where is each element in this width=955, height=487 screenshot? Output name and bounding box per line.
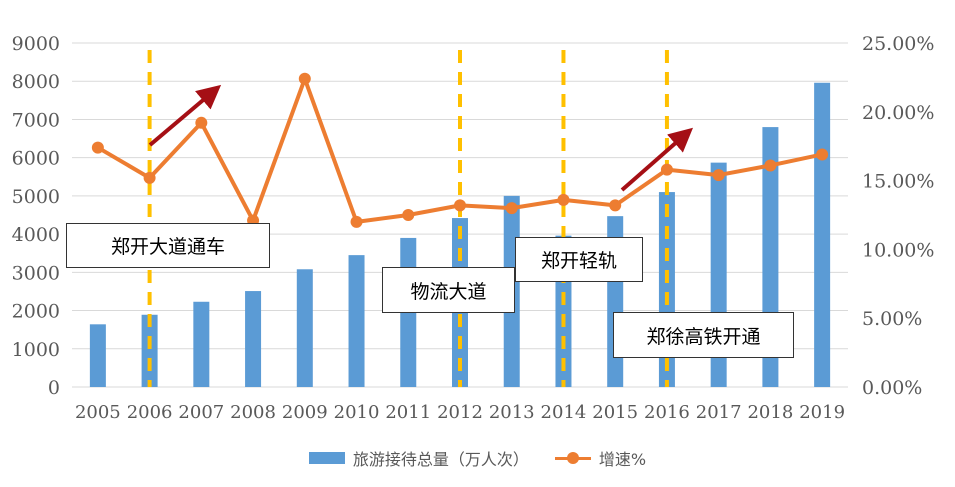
line-series bbox=[91, 72, 829, 228]
y-left-tick-label: 0 bbox=[48, 377, 60, 399]
milestone-lines bbox=[147, 50, 669, 387]
x-tick-label: 2019 bbox=[799, 402, 845, 423]
x-tick-label: 2013 bbox=[489, 402, 535, 423]
x-tick-label: 2009 bbox=[282, 402, 328, 423]
legend-item-bar: 旅游接待总量（万人次） bbox=[308, 446, 529, 470]
x-tick-label: 2008 bbox=[230, 402, 276, 423]
x-tick-label: 2017 bbox=[696, 402, 742, 423]
growth-point bbox=[454, 199, 466, 212]
trend-arrows bbox=[148, 84, 694, 192]
y-right-tick-label: 20.00% bbox=[862, 102, 934, 124]
x-tick-label: 2015 bbox=[592, 402, 638, 423]
milestone-label-2012: 物流大道 bbox=[382, 267, 515, 313]
growth-point bbox=[816, 148, 829, 161]
y-left-tick-label: 5000 bbox=[12, 186, 60, 208]
x-tick-label: 2012 bbox=[437, 402, 483, 423]
y-right-tick-label: 15.00% bbox=[862, 171, 934, 193]
legend-item-line: 增速% bbox=[554, 446, 647, 470]
legend-swatch-line bbox=[554, 451, 591, 465]
y-left-tick-label: 6000 bbox=[12, 148, 60, 170]
trend-arrow bbox=[148, 84, 222, 147]
x-tick-label: 2016 bbox=[644, 402, 690, 423]
x-tick-label: 2014 bbox=[541, 402, 587, 423]
legend: 旅游接待总量（万人次） 增速% bbox=[0, 446, 955, 470]
milestone-label-2014: 郑开轻轨 bbox=[515, 237, 643, 282]
bar bbox=[296, 269, 313, 387]
y-right-tick-label: 10.00% bbox=[862, 239, 934, 261]
x-tick-label: 2006 bbox=[127, 402, 173, 423]
trend-arrow bbox=[620, 127, 694, 192]
x-tick-label: 2005 bbox=[75, 402, 121, 423]
growth-point bbox=[557, 193, 570, 206]
growth-point bbox=[712, 169, 725, 182]
x-tick-label: 2007 bbox=[178, 402, 224, 423]
growth-point bbox=[764, 159, 777, 172]
growth-point bbox=[298, 72, 311, 85]
growth-point bbox=[402, 209, 415, 221]
growth-point bbox=[660, 163, 673, 176]
bar bbox=[89, 324, 106, 387]
y-left-tick-label: 8000 bbox=[12, 71, 60, 93]
legend-label-line: 增速% bbox=[598, 450, 647, 469]
bar bbox=[193, 301, 210, 387]
x-tick-label: 2011 bbox=[385, 402, 431, 423]
y-right-tick-labels: 0.00% 5.00% 10.00% 15.00% 20.00% 25.00% bbox=[862, 33, 934, 399]
growth-point bbox=[143, 171, 156, 184]
x-tick-label: 2010 bbox=[334, 402, 380, 423]
milestone-label-2016: 郑徐高铁开通 bbox=[613, 312, 794, 358]
y-left-tick-label: 1000 bbox=[12, 339, 60, 361]
y-left-tick-label: 9000 bbox=[12, 33, 60, 55]
growth-point bbox=[91, 141, 104, 154]
y-right-tick-label: 0.00% bbox=[862, 377, 922, 399]
legend-swatch-bar bbox=[308, 452, 345, 464]
growth-point bbox=[505, 202, 518, 215]
bar bbox=[245, 291, 262, 387]
y-right-tick-label: 5.00% bbox=[862, 308, 922, 330]
growth-point bbox=[350, 215, 363, 228]
milestone-label-2006: 郑开大道通车 bbox=[66, 223, 270, 268]
x-tick-labels: 2005 2006 2007 2008 2009 2010 2011 2012 2013 2014… bbox=[75, 402, 845, 423]
y-left-tick-label: 3000 bbox=[12, 262, 60, 284]
y-left-tick-label: 4000 bbox=[12, 224, 60, 246]
y-left-tick-label: 7000 bbox=[12, 109, 60, 131]
y-left-tick-label: 2000 bbox=[12, 301, 60, 323]
growth-point bbox=[195, 116, 208, 129]
y-right-tick-label: 25.00% bbox=[862, 33, 934, 55]
x-tick-label: 2018 bbox=[747, 402, 793, 423]
bar bbox=[814, 82, 831, 388]
legend-label-bar: 旅游接待总量（万人次） bbox=[352, 450, 529, 469]
bar bbox=[348, 255, 365, 387]
growth-point bbox=[609, 199, 622, 212]
bar bbox=[141, 314, 158, 387]
y-left-tick-labels: 0 1000 2000 3000 4000 5000 6000 7000 8000 9000 bbox=[12, 33, 60, 399]
